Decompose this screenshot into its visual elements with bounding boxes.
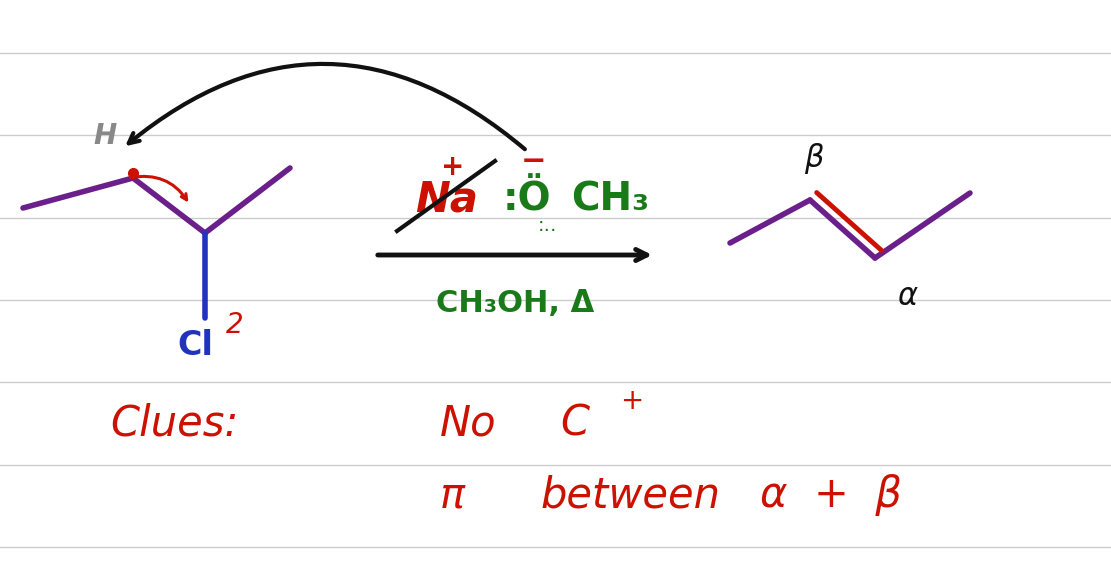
- Text: between: between: [540, 474, 720, 516]
- Text: Cl: Cl: [177, 329, 213, 362]
- Text: π: π: [440, 474, 466, 516]
- Text: +: +: [441, 153, 464, 181]
- Text: :․․: :․․: [538, 215, 557, 235]
- Text: CH₃OH, Δ: CH₃OH, Δ: [436, 289, 594, 318]
- Text: α  +  β: α + β: [760, 474, 902, 516]
- Text: 2: 2: [227, 311, 243, 339]
- Text: C: C: [560, 402, 589, 444]
- Text: β: β: [804, 142, 823, 173]
- Text: +: +: [620, 387, 643, 415]
- Text: α: α: [897, 282, 917, 310]
- Text: :Ö: :Ö: [502, 180, 551, 218]
- Text: −: −: [520, 146, 546, 175]
- Text: Na: Na: [416, 178, 479, 220]
- Text: No: No: [440, 402, 497, 444]
- Text: CH₃: CH₃: [571, 180, 649, 218]
- Text: H: H: [93, 122, 117, 150]
- Text: Clues:: Clues:: [110, 402, 239, 444]
